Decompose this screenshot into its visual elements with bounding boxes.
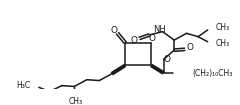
Text: O: O [110,26,117,35]
Text: CH₃: CH₃ [68,97,82,105]
Text: O: O [130,36,137,45]
Text: NH: NH [153,25,166,34]
Text: CH₃: CH₃ [215,39,229,48]
Text: H₃C: H₃C [16,81,30,90]
Text: (CH₂)₁₀CH₃: (CH₂)₁₀CH₃ [192,69,233,78]
Text: O: O [149,34,156,43]
Text: O: O [187,43,194,52]
Text: CH₃: CH₃ [215,23,229,32]
Text: O: O [164,55,171,64]
